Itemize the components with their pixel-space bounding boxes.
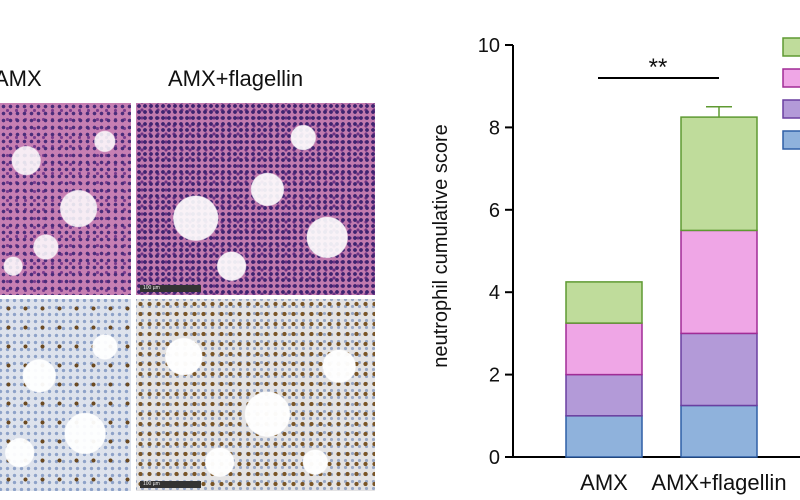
bar-segment-3 (680, 229, 758, 335)
bar-segment-4 (680, 116, 758, 232)
bar-segment-1 (680, 404, 758, 458)
bar-segment-4 (565, 281, 643, 324)
y-tick-label: 0 (489, 447, 500, 469)
y-axis-label: neutrophil cumulative score (430, 124, 452, 367)
micrograph-he-amx (0, 103, 131, 295)
bar-segment-3 (565, 322, 643, 376)
scale-bar: 100 µm (140, 285, 201, 292)
y-tick-label: 6 (489, 200, 500, 222)
legend-swatch (782, 130, 800, 150)
x-tick-label: AMX (580, 470, 628, 495)
micrograph-ihc-amx-flagellin: 100 µm (136, 299, 375, 491)
y-tick-label: 8 (489, 117, 500, 139)
legend-swatch (782, 37, 800, 57)
significance-label: ** (649, 54, 668, 81)
bar-segment-2 (565, 373, 643, 417)
legend-swatch (782, 68, 800, 88)
bar-segment-1 (565, 415, 643, 458)
y-tick-label: 2 (489, 365, 500, 387)
scale-bar: 100 µm (140, 481, 201, 488)
bar-segment-2 (680, 332, 758, 407)
panel-label-amx: AMX (0, 66, 42, 91)
legend-swatch (782, 99, 800, 119)
panel-label-amx-flagellin: AMX+flagellin (168, 66, 304, 91)
y-tick-label: 4 (489, 282, 500, 304)
micrograph-ihc-amx (0, 299, 131, 491)
y-tick-label: 10 (478, 35, 500, 57)
micrograph-he-amx-flagellin: 100 µm (136, 103, 375, 295)
x-tick-label: AMX+flagellin (651, 470, 786, 495)
